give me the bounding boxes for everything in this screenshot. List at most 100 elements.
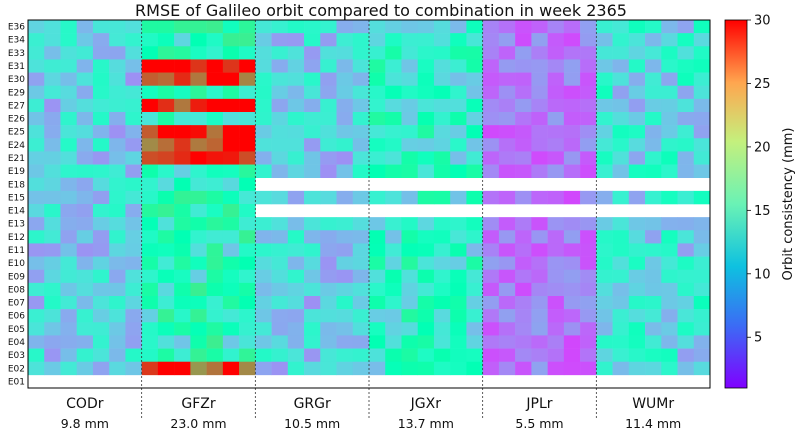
heatmap-cell bbox=[125, 309, 142, 323]
heatmap-cell bbox=[44, 177, 61, 192]
heatmap-cell bbox=[401, 230, 419, 244]
heatmap-cell bbox=[320, 256, 337, 271]
heatmap-cell bbox=[547, 309, 565, 323]
heatmap-cell bbox=[385, 59, 402, 73]
heatmap-cell bbox=[450, 20, 467, 34]
heatmap-cell bbox=[498, 46, 516, 60]
heatmap-cell bbox=[498, 282, 516, 297]
heatmap-cell bbox=[482, 20, 500, 34]
heatmap-cell bbox=[547, 230, 565, 244]
heatmap-cell bbox=[385, 230, 402, 244]
heatmap-cell bbox=[433, 85, 451, 100]
heatmap-cell bbox=[320, 59, 337, 73]
heatmap-cell bbox=[645, 85, 662, 100]
heatmap-cell bbox=[628, 322, 646, 336]
heatmap-cell bbox=[417, 269, 435, 284]
heatmap-cell bbox=[239, 33, 256, 47]
heatmap-cell bbox=[433, 217, 451, 231]
heatmap-cell bbox=[206, 230, 224, 244]
heatmap-cell bbox=[401, 282, 419, 297]
heatmap-cell bbox=[466, 269, 483, 284]
heatmap-cell bbox=[531, 98, 548, 113]
heatmap-cell bbox=[157, 46, 175, 60]
heatmap-cell bbox=[304, 98, 321, 113]
colorbar-label: Orbit consistency (mm) bbox=[781, 128, 796, 281]
heatmap-cell bbox=[190, 348, 207, 363]
heatmap-cell bbox=[157, 85, 175, 100]
heatmap-cell bbox=[125, 256, 142, 271]
plot-frame bbox=[27, 19, 711, 389]
heatmap-cell bbox=[466, 243, 483, 257]
heatmap-cell bbox=[190, 112, 207, 126]
heatmap-cell bbox=[547, 125, 565, 139]
heatmap-cell bbox=[498, 322, 516, 336]
heatmap-cell bbox=[44, 269, 61, 284]
heatmap-cell bbox=[352, 269, 370, 284]
heatmap-cell bbox=[580, 217, 597, 231]
heatmap-cell bbox=[222, 85, 240, 100]
heatmap-cell bbox=[563, 322, 581, 336]
heatmap-cell bbox=[336, 296, 354, 310]
heatmap-cell bbox=[612, 322, 630, 336]
heatmap-cell bbox=[677, 348, 695, 363]
heatmap-cell bbox=[60, 296, 78, 310]
heatmap-cell bbox=[612, 243, 630, 257]
heatmap-cell bbox=[44, 348, 61, 363]
heatmap-cell bbox=[661, 138, 678, 152]
heatmap-cell bbox=[141, 125, 159, 139]
heatmap-cell bbox=[628, 348, 646, 363]
heatmap-cell bbox=[271, 164, 289, 179]
heatmap-cell bbox=[190, 204, 207, 218]
heatmap-cell bbox=[433, 151, 451, 165]
heatmap-cell bbox=[255, 256, 272, 271]
heatmap-cell bbox=[125, 112, 142, 126]
heatmap-cell bbox=[174, 204, 191, 218]
heatmap-cell bbox=[352, 151, 370, 165]
heatmap-cell bbox=[125, 85, 142, 100]
heatmap-cell bbox=[417, 151, 435, 165]
heatmap-cell bbox=[336, 85, 354, 100]
heatmap-cell bbox=[628, 217, 646, 231]
heatmap-cell bbox=[563, 217, 581, 231]
heatmap-cell bbox=[336, 46, 354, 60]
heatmap-cell bbox=[563, 46, 581, 60]
heatmap-cell bbox=[693, 335, 711, 349]
heatmap-cell bbox=[92, 85, 110, 100]
heatmap-cell bbox=[645, 335, 662, 349]
heatmap-cell bbox=[596, 217, 613, 231]
heatmap-cell bbox=[109, 20, 126, 34]
heatmap-cell bbox=[563, 33, 581, 47]
heatmap-cell bbox=[206, 335, 224, 349]
heatmap-cell bbox=[596, 309, 613, 323]
heatmap-cell bbox=[498, 296, 516, 310]
heatmap-cell bbox=[109, 217, 126, 231]
heatmap-cell bbox=[222, 190, 240, 205]
heatmap-cell bbox=[531, 59, 548, 73]
heatmap-cell bbox=[157, 112, 175, 126]
heatmap-cell bbox=[76, 348, 94, 363]
heatmap-cell bbox=[466, 282, 483, 297]
heatmap-cell bbox=[239, 309, 256, 323]
heatmap-cell bbox=[612, 125, 630, 139]
heatmap-cell bbox=[60, 217, 78, 231]
heatmap-cell bbox=[580, 190, 597, 205]
heatmap-cell bbox=[60, 348, 78, 363]
heatmap-cell bbox=[433, 20, 451, 34]
heatmap-cell bbox=[320, 72, 337, 87]
heatmap-cell bbox=[28, 243, 45, 257]
heatmap-cell bbox=[60, 138, 78, 152]
heatmap-cell bbox=[580, 361, 597, 376]
heatmap-cell bbox=[466, 33, 483, 47]
heatmap-cell bbox=[661, 125, 678, 139]
heatmap-cell bbox=[304, 46, 321, 60]
heatmap-cell bbox=[385, 33, 402, 47]
heatmap-cell bbox=[369, 190, 386, 205]
heatmap-cell bbox=[336, 59, 354, 73]
heatmap-cell bbox=[417, 138, 435, 152]
heatmap-cell bbox=[466, 230, 483, 244]
heatmap-cell bbox=[450, 164, 467, 179]
heatmap-cell bbox=[174, 217, 191, 231]
heatmap-cell bbox=[174, 177, 191, 192]
heatmap-cell bbox=[271, 33, 289, 47]
heatmap-cell bbox=[28, 85, 45, 100]
